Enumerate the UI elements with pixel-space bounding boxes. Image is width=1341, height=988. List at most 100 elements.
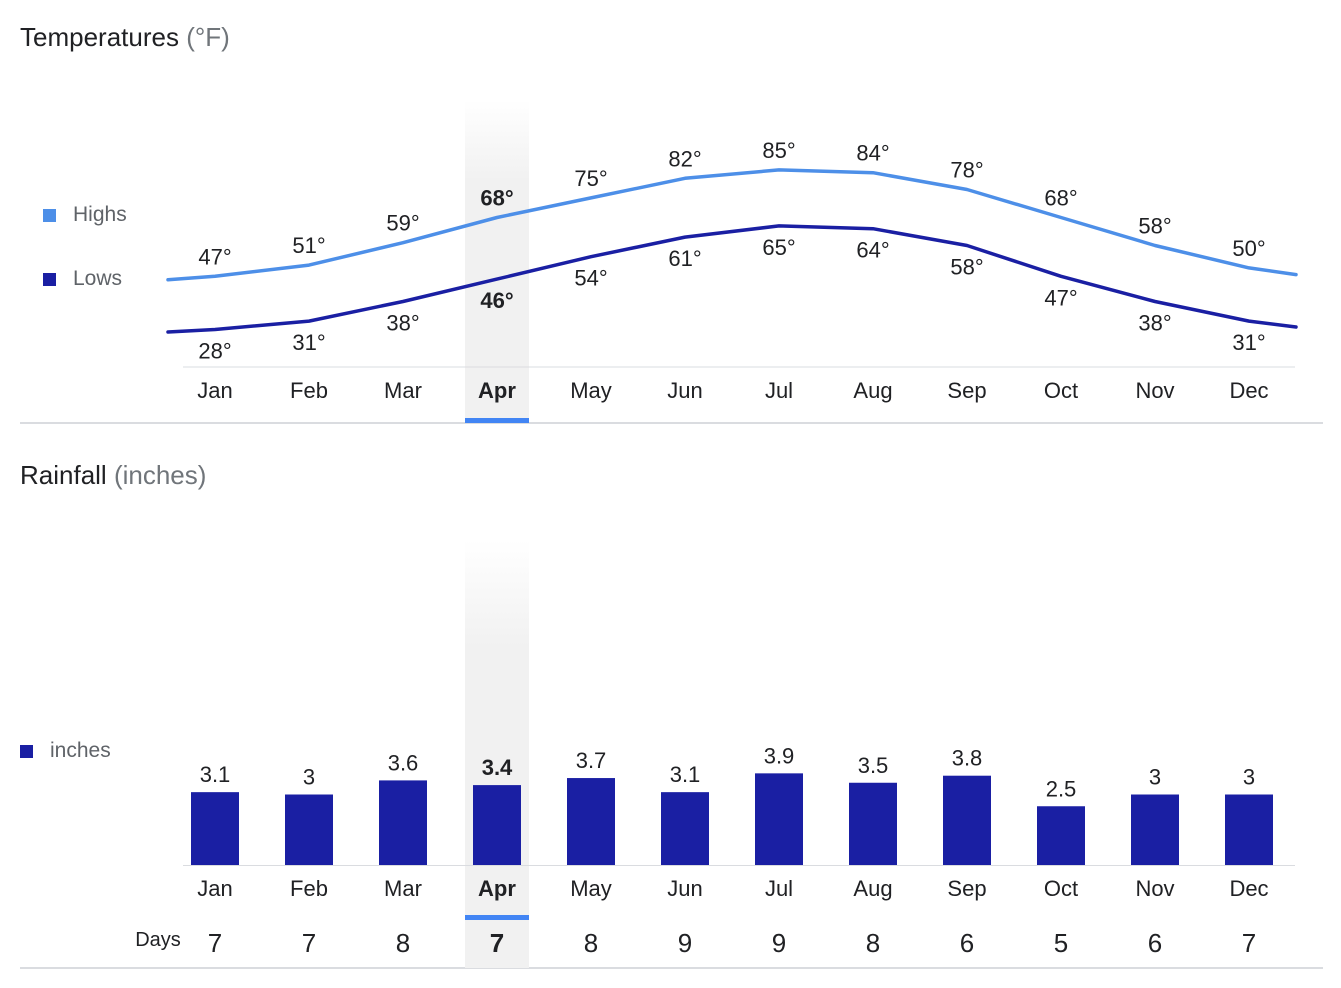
selected-month-indicator bbox=[465, 418, 529, 423]
highs-swatch bbox=[43, 208, 56, 222]
legend-inches-label: inches bbox=[50, 739, 111, 762]
bottom-divider bbox=[20, 967, 1323, 969]
rainfall-label-feb: 3 bbox=[303, 765, 315, 790]
rainfall-bar-aug bbox=[849, 782, 897, 865]
lows-label-feb: 31° bbox=[292, 330, 325, 355]
highs-label-apr: 68° bbox=[480, 186, 513, 211]
temperature-xtick-aug: Aug bbox=[853, 378, 892, 403]
legend-inches: inches bbox=[20, 739, 111, 763]
days-value-sep: 6 bbox=[960, 928, 974, 958]
inches-swatch bbox=[20, 744, 33, 758]
rainfall-bar-dec bbox=[1225, 794, 1273, 865]
highs-label-aug: 84° bbox=[856, 141, 889, 166]
rainfall-bar-jun bbox=[661, 792, 709, 865]
temperature-xtick-apr: Apr bbox=[478, 378, 516, 403]
rainfall-xtick-may: May bbox=[570, 876, 612, 901]
lows-label-oct: 47° bbox=[1044, 285, 1077, 310]
rainfall-label-jan: 3.1 bbox=[200, 762, 231, 787]
rainfall-xtick-dec: Dec bbox=[1229, 876, 1268, 901]
temperature-xtick-sep: Sep bbox=[947, 378, 986, 403]
temperature-xtick-oct: Oct bbox=[1044, 378, 1078, 403]
highs-label-oct: 68° bbox=[1044, 186, 1077, 211]
lows-line bbox=[166, 224, 1298, 334]
temperature-xtick-jun: Jun bbox=[667, 378, 702, 403]
lows-label-aug: 64° bbox=[856, 238, 889, 263]
days-value-mar: 8 bbox=[396, 928, 410, 958]
rainfall-bar-jul bbox=[755, 773, 803, 865]
lows-label-dec: 31° bbox=[1232, 330, 1265, 355]
rainfall-label-sep: 3.8 bbox=[952, 746, 983, 771]
days-value-feb: 7 bbox=[302, 928, 316, 958]
temperature-xtick-jul: Jul bbox=[765, 378, 793, 403]
rainfall-xtick-apr: Apr bbox=[478, 876, 516, 901]
rainfall-label-jul: 3.9 bbox=[764, 743, 795, 768]
temperature-xtick-mar: Mar bbox=[384, 378, 422, 403]
highs-label-feb: 51° bbox=[292, 233, 325, 258]
rainfall-bar-may bbox=[567, 778, 615, 865]
rainfall-xtick-sep: Sep bbox=[947, 876, 986, 901]
days-label: Days bbox=[135, 929, 181, 951]
days-value-jun: 9 bbox=[678, 928, 692, 958]
highs-label-sep: 78° bbox=[950, 158, 983, 183]
highs-label-dec: 50° bbox=[1232, 236, 1265, 261]
rainfall-label-may: 3.7 bbox=[576, 748, 607, 773]
rainfall-xtick-oct: Oct bbox=[1044, 876, 1078, 901]
days-value-jul: 9 bbox=[772, 928, 786, 958]
rainfall-bar-mar bbox=[379, 780, 427, 865]
lows-label-jan: 28° bbox=[198, 339, 231, 364]
lows-label-may: 54° bbox=[574, 266, 607, 291]
temperatures-unit: (°F) bbox=[186, 22, 230, 52]
rainfall-bar-nov bbox=[1131, 794, 1179, 865]
lows-label-jun: 61° bbox=[668, 246, 701, 271]
section-divider bbox=[20, 422, 1323, 424]
lows-label-jul: 65° bbox=[762, 235, 795, 260]
rainfall-label-mar: 3.6 bbox=[388, 750, 419, 775]
highs-label-nov: 58° bbox=[1138, 214, 1171, 239]
rainfall-bar-jan bbox=[191, 792, 239, 865]
temperatures-title: Temperatures (°F) bbox=[20, 22, 230, 53]
rainfall-selected-month-indicator bbox=[465, 915, 529, 920]
days-value-oct: 5 bbox=[1054, 928, 1068, 958]
temperature-xtick-may: May bbox=[570, 378, 612, 403]
legend-highs: Highs bbox=[43, 203, 127, 227]
rainfall-label-oct: 2.5 bbox=[1046, 776, 1077, 801]
rainfall-xtick-nov: Nov bbox=[1135, 876, 1174, 901]
highs-line bbox=[166, 168, 1298, 282]
rainfall-xtick-mar: Mar bbox=[384, 876, 422, 901]
temperature-xtick-nov: Nov bbox=[1135, 378, 1174, 403]
rainfall-label-jun: 3.1 bbox=[670, 762, 701, 787]
rainfall-bar-feb bbox=[285, 794, 333, 865]
rainfall-label-apr: 3.4 bbox=[482, 755, 513, 780]
rainfall-xtick-feb: Feb bbox=[290, 876, 328, 901]
rainfall-selected-month-highlight bbox=[465, 540, 529, 968]
rainfall-bar-apr bbox=[473, 785, 521, 865]
selected-month-highlight bbox=[465, 100, 529, 422]
lows-swatch bbox=[43, 272, 56, 286]
lows-label-mar: 38° bbox=[386, 311, 419, 336]
rainfall-xtick-jan: Jan bbox=[197, 876, 232, 901]
rainfall-bar-sep bbox=[943, 775, 991, 865]
rainfall-xtick-jun: Jun bbox=[667, 876, 702, 901]
legend-lows-label: Lows bbox=[73, 267, 123, 290]
rainfall-xtick-jul: Jul bbox=[765, 876, 793, 901]
highs-label-jun: 82° bbox=[668, 146, 701, 171]
rainfall-bar-oct bbox=[1037, 806, 1085, 865]
rainfall-label-dec: 3 bbox=[1243, 765, 1255, 790]
highs-label-may: 75° bbox=[574, 166, 607, 191]
rainfall-xtick-aug: Aug bbox=[853, 876, 892, 901]
days-value-apr: 7 bbox=[490, 928, 504, 958]
temperatures-title-text: Temperatures bbox=[20, 22, 179, 52]
days-value-aug: 8 bbox=[866, 928, 880, 958]
lows-label-apr: 46° bbox=[480, 288, 513, 313]
days-value-nov: 6 bbox=[1148, 928, 1162, 958]
lows-label-nov: 38° bbox=[1138, 311, 1171, 336]
highs-label-jan: 47° bbox=[198, 244, 231, 269]
rainfall-unit: (inches) bbox=[113, 460, 207, 490]
days-value-dec: 7 bbox=[1242, 928, 1256, 958]
rainfall-title-text: Rainfall bbox=[20, 460, 107, 490]
highs-label-mar: 59° bbox=[386, 211, 419, 236]
temperature-xtick-feb: Feb bbox=[290, 378, 328, 403]
highs-label-jul: 85° bbox=[762, 138, 795, 163]
lows-label-sep: 58° bbox=[950, 255, 983, 280]
